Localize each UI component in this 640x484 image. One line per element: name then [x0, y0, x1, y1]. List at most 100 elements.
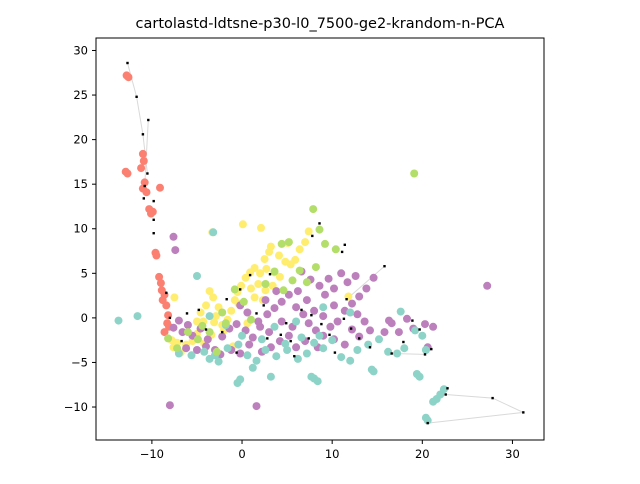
y-tick-label: 15 — [73, 177, 88, 191]
data-point-purple — [277, 297, 286, 306]
data-point-purple — [193, 346, 201, 354]
black-marker — [221, 330, 224, 334]
data-point-green — [173, 344, 182, 353]
data-point-yellow — [211, 312, 220, 321]
data-point-green — [205, 328, 214, 337]
data-point-teal — [200, 347, 209, 356]
trail-line — [427, 394, 526, 424]
points-layer — [114, 71, 492, 425]
black-marker — [390, 352, 393, 355]
data-point-purple — [403, 314, 411, 323]
data-point-teal — [421, 346, 430, 354]
data-point-purple — [337, 269, 346, 278]
markers-layer — [126, 61, 525, 425]
data-point-purple — [183, 321, 192, 329]
data-point-purple — [324, 274, 333, 283]
data-point-purple — [169, 323, 178, 332]
data-point-purple — [304, 319, 313, 328]
data-point-purple — [348, 299, 356, 308]
data-point-green — [315, 225, 324, 234]
data-point-salmon — [139, 157, 148, 165]
black-marker — [255, 312, 258, 315]
black-marker — [147, 118, 150, 122]
data-point-green — [279, 286, 288, 295]
data-point-purple — [319, 312, 328, 321]
data-point-purple — [299, 310, 308, 319]
black-marker — [328, 333, 331, 336]
data-point-teal — [393, 349, 402, 358]
black-marker — [152, 232, 155, 235]
black-marker — [342, 317, 346, 320]
data-point-purple — [203, 335, 212, 344]
data-point-teal — [223, 344, 232, 353]
data-point-yellow — [260, 255, 269, 264]
data-point-teal — [205, 354, 214, 363]
data-point-yellow — [256, 269, 265, 278]
data-point-teal — [214, 357, 223, 366]
black-marker — [293, 355, 296, 358]
data-point-yellow — [254, 280, 263, 288]
data-point-salmon — [156, 183, 164, 192]
black-marker — [289, 339, 292, 343]
black-marker — [266, 337, 269, 340]
data-point-yellow — [170, 293, 179, 302]
black-marker — [383, 265, 386, 268]
black-marker — [248, 273, 252, 277]
data-point-green — [302, 278, 311, 287]
data-point-purple — [182, 344, 191, 353]
data-point-teal — [396, 307, 405, 316]
black-marker — [268, 273, 272, 276]
data-point-yellow — [202, 301, 210, 310]
black-marker — [491, 396, 494, 400]
data-point-green — [230, 285, 239, 294]
data-point-teal — [270, 322, 279, 331]
data-point-purple — [171, 246, 180, 255]
data-point-teal — [205, 312, 214, 321]
data-point-yellow — [275, 272, 284, 281]
data-point-teal — [346, 356, 355, 365]
data-point-purple — [265, 328, 274, 337]
black-marker — [446, 387, 449, 390]
data-point-teal — [281, 339, 290, 348]
data-point-teal — [261, 346, 270, 354]
data-point-teal — [302, 349, 311, 358]
data-point-teal — [369, 367, 378, 376]
data-point-purple — [366, 326, 374, 335]
data-point-salmon — [148, 207, 157, 216]
data-point-yellow — [241, 273, 250, 282]
data-point-purple — [429, 322, 438, 331]
data-point-teal — [353, 346, 362, 354]
data-point-yellow — [295, 245, 304, 254]
black-marker — [142, 197, 145, 200]
data-point-teal — [248, 363, 257, 372]
data-point-green — [212, 347, 221, 356]
data-point-purple — [394, 328, 403, 337]
data-point-salmon — [142, 188, 151, 197]
data-point-teal — [411, 326, 420, 335]
data-point-green — [183, 328, 192, 337]
black-marker — [307, 337, 310, 340]
black-marker — [345, 298, 348, 301]
data-point-green — [311, 263, 320, 272]
data-point-teal — [234, 340, 243, 349]
data-point-purple — [326, 322, 335, 331]
data-point-salmon — [152, 251, 161, 260]
data-point-purple — [355, 292, 364, 301]
data-point-green — [239, 297, 248, 306]
data-point-purple — [277, 317, 286, 326]
black-marker — [165, 291, 168, 295]
data-point-salmon — [155, 272, 164, 281]
data-point-purple — [169, 232, 178, 241]
data-point-teal — [293, 354, 302, 363]
data-point-teal — [418, 331, 427, 340]
data-point-yellow — [227, 306, 236, 315]
y-tick-label: 0 — [81, 311, 88, 325]
data-point-purple — [380, 328, 389, 337]
data-point-yellow — [209, 293, 218, 302]
data-point-green — [164, 334, 173, 343]
black-marker — [197, 308, 200, 312]
black-marker — [444, 393, 447, 396]
data-point-yellow — [257, 223, 265, 232]
black-marker — [262, 304, 265, 307]
